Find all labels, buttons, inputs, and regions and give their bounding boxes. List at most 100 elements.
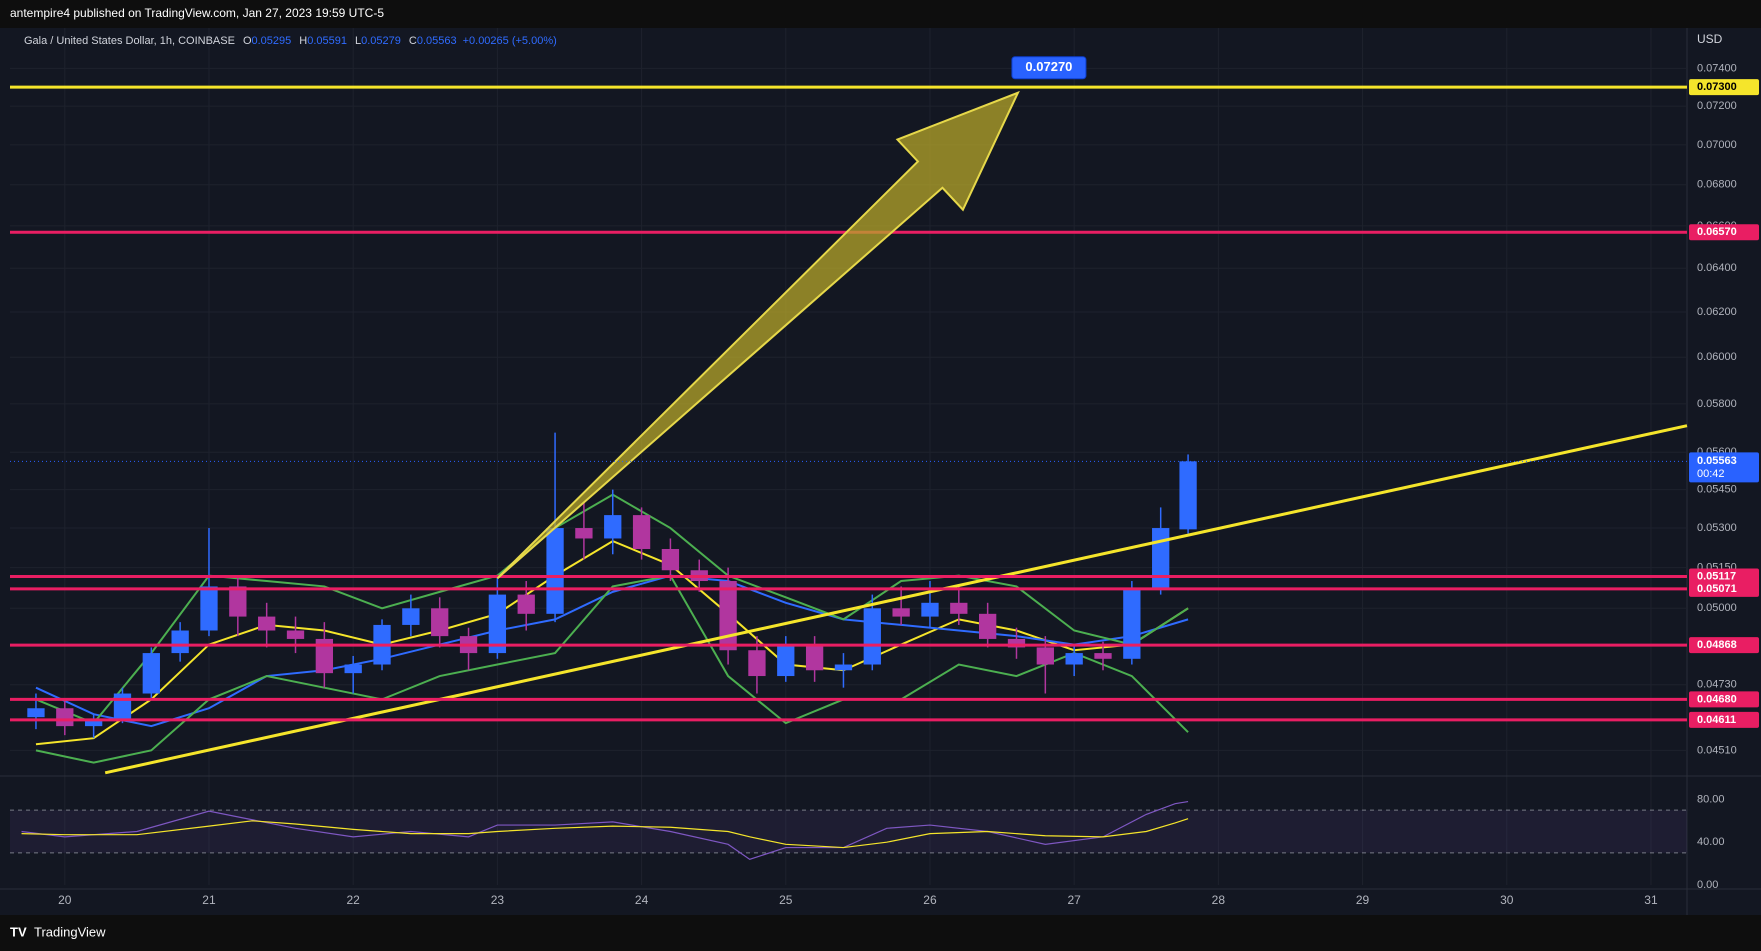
x-tick-label: 31 bbox=[1644, 893, 1658, 907]
price-tag bbox=[1689, 711, 1759, 728]
candle-body bbox=[142, 653, 160, 694]
price-tag-label: 0.04868 bbox=[1697, 639, 1737, 651]
candle-body bbox=[344, 664, 362, 674]
candle-body bbox=[431, 608, 449, 637]
ohlc-value: 0.05279 bbox=[361, 35, 401, 47]
y-tick-label: 0.05300 bbox=[1697, 522, 1737, 534]
y-tick-label: 0.04510 bbox=[1697, 744, 1737, 756]
candle-body bbox=[488, 594, 507, 654]
y-tick-label: 0.00 bbox=[1697, 879, 1718, 891]
candle-body bbox=[402, 608, 420, 625]
price-tag-label: 0.05071 bbox=[1697, 583, 1737, 595]
trendline bbox=[104, 424, 1688, 775]
y-tick-label: 0.07000 bbox=[1697, 139, 1737, 151]
y-tick-label: 80.00 bbox=[1697, 793, 1725, 805]
rsi-line bbox=[21, 800, 1189, 860]
plot-layer: USD0.074000.072000.070000.068000.066000.… bbox=[0, 28, 1761, 915]
candle-body bbox=[805, 644, 824, 671]
candle-body bbox=[1065, 653, 1083, 665]
price-tag bbox=[1689, 224, 1759, 241]
price-tag bbox=[1689, 691, 1759, 708]
arrow bbox=[496, 90, 1020, 580]
candle-body bbox=[27, 708, 45, 718]
candle-body bbox=[575, 528, 593, 539]
candle-body bbox=[777, 644, 795, 677]
x-tick-label: 25 bbox=[779, 893, 793, 907]
price-tag-label: 0.04611 bbox=[1697, 714, 1736, 726]
y-tick-label: 0.05000 bbox=[1697, 602, 1737, 614]
last-price-tag bbox=[1689, 452, 1759, 483]
ohlc-value: 0.05591 bbox=[307, 35, 347, 47]
x-tick-label: 24 bbox=[635, 893, 649, 907]
candle-body bbox=[661, 548, 680, 571]
footer-logo: TV bbox=[10, 924, 27, 939]
price-tag-label: 0.04680 bbox=[1697, 693, 1737, 705]
y-tick-label: 0.06800 bbox=[1697, 179, 1737, 191]
y-tick-label: 0.06400 bbox=[1697, 262, 1737, 274]
candle-body bbox=[748, 650, 766, 677]
candle-body bbox=[892, 608, 910, 617]
candle-body bbox=[229, 586, 247, 617]
callout-label: 0.07270 bbox=[1025, 59, 1072, 74]
candle-body bbox=[1094, 653, 1112, 659]
candle-body bbox=[1123, 589, 1141, 659]
candle-body bbox=[978, 613, 997, 639]
candle-body bbox=[1152, 528, 1170, 590]
price-tag bbox=[1689, 637, 1759, 654]
symbol-title: Gala / United States Dollar, 1h, COINBAS… bbox=[24, 35, 235, 47]
chart-legend: Gala / United States Dollar, 1h, COINBAS… bbox=[24, 35, 557, 47]
y-tick-label: 0.05800 bbox=[1697, 398, 1737, 410]
change: +0.00265 (+5.00%) bbox=[463, 35, 557, 47]
callout-box bbox=[1011, 56, 1087, 80]
price-tag-label: 0.06570 bbox=[1697, 226, 1737, 238]
x-tick-label: 20 bbox=[58, 893, 72, 907]
y-tick-label: 0.04730 bbox=[1697, 679, 1737, 691]
rsi-line bbox=[21, 818, 1189, 849]
candle-body bbox=[84, 720, 103, 727]
indicator-line bbox=[35, 574, 1189, 728]
candle-body bbox=[604, 515, 622, 539]
candle-body bbox=[632, 515, 651, 549]
x-tick-label: 26 bbox=[923, 893, 937, 907]
x-tick-label: 30 bbox=[1500, 893, 1514, 907]
y-tick-label: 0.07200 bbox=[1697, 100, 1737, 112]
candle-body bbox=[863, 608, 881, 665]
price-tag bbox=[1689, 568, 1759, 585]
x-tick-label: 27 bbox=[1067, 893, 1081, 907]
candle-body bbox=[258, 616, 276, 631]
candle-body bbox=[834, 664, 853, 671]
candle-body bbox=[517, 594, 535, 614]
candle-body bbox=[950, 602, 968, 614]
candle-body bbox=[1036, 647, 1054, 665]
candle-body bbox=[56, 708, 74, 727]
x-tick-label: 22 bbox=[347, 893, 361, 907]
y-tick-label: 0.06000 bbox=[1697, 351, 1737, 363]
y-tick-label: 0.06200 bbox=[1697, 306, 1737, 318]
y-tick-label: 40.00 bbox=[1697, 836, 1725, 848]
candle-body bbox=[1007, 638, 1026, 648]
axis-unit: USD bbox=[1697, 32, 1723, 46]
x-tick-label: 29 bbox=[1356, 893, 1370, 907]
ohlc-label: O bbox=[243, 35, 252, 47]
ohlc-label: H bbox=[299, 35, 307, 47]
footer-bar bbox=[0, 915, 1761, 951]
candle-body bbox=[113, 693, 132, 721]
ohlc-label: C bbox=[409, 35, 417, 47]
candle-body bbox=[546, 528, 564, 614]
candle-body bbox=[719, 581, 737, 651]
candle-body bbox=[200, 586, 218, 631]
ohlc-value: 0.05295 bbox=[252, 35, 292, 47]
candle-body bbox=[315, 638, 333, 674]
indicator-line bbox=[35, 574, 1189, 764]
footer-brand: TradingView bbox=[34, 924, 106, 939]
header-text: antempire4 published on TradingView.com,… bbox=[10, 6, 384, 20]
price-tag bbox=[1689, 79, 1759, 96]
candle-body bbox=[921, 602, 939, 617]
x-tick-label: 23 bbox=[491, 893, 505, 907]
ohlc-value: 0.05563 bbox=[417, 35, 457, 47]
candle-body bbox=[1179, 461, 1197, 530]
last-price-label: 0.05563 bbox=[1697, 455, 1737, 467]
candle-body bbox=[171, 630, 189, 654]
